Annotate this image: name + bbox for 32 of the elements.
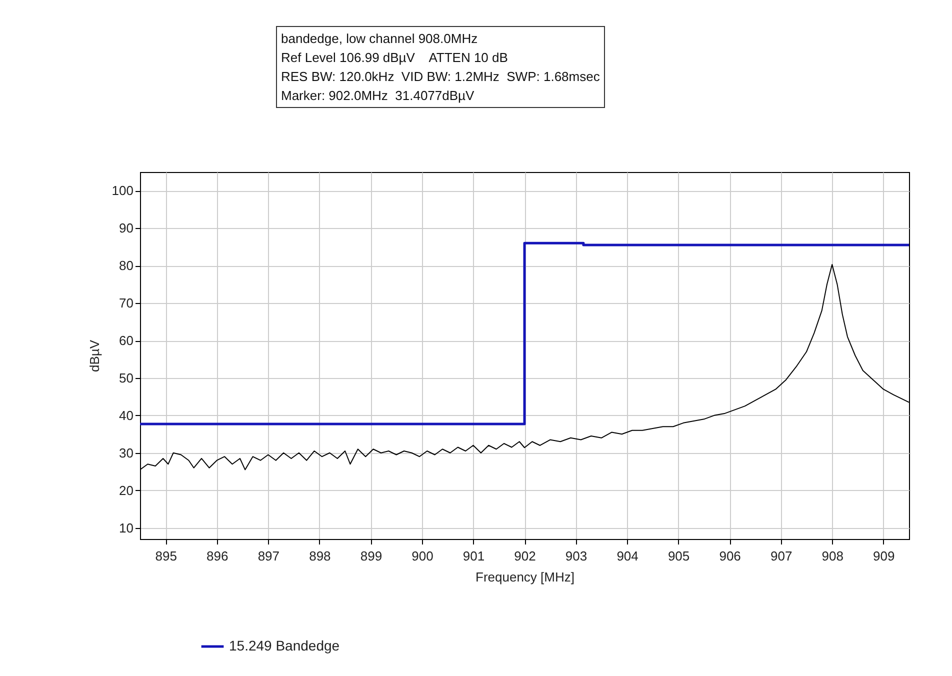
x-axis-title: Frequency [MHz] (476, 570, 574, 584)
x-tick-label: 901 (462, 548, 485, 564)
y-tick-label: 80 (119, 258, 134, 274)
x-tick-label: 909 (873, 548, 895, 564)
x-tick-label: 906 (719, 548, 741, 564)
text: Ref Level 106.99 dBµV ATTEN 10 dB (281, 49, 509, 67)
x-tick-label: 902 (514, 548, 536, 564)
y-tick-label: 10 (119, 520, 134, 536)
chart-title: bandedge, low channel 908.0MHz (281, 30, 479, 48)
y-tick-label: 100 (112, 183, 134, 198)
y-tick-label: 40 (119, 408, 134, 423)
x-tick-label: 900 (412, 548, 434, 564)
x-tick-label: 907 (770, 548, 792, 564)
text: Marker: 902.0MHz 31.4077dBµV (281, 87, 476, 105)
x-tick-label: 908 (822, 548, 844, 564)
y-tick-label: 90 (119, 220, 134, 236)
y-tick-label: 20 (119, 482, 134, 498)
x-tick-label: 899 (360, 548, 382, 564)
y-tick-label: 30 (119, 445, 134, 460)
x-tick-label: 904 (616, 548, 638, 564)
text: RES BW: 120.0kHz VID BW: 1.2MHz SWP: 1.68msec (281, 68, 600, 86)
x-tick-label: 897 (258, 548, 280, 564)
y-tick-label: 60 (119, 333, 134, 348)
y-tick-label: 50 (119, 370, 134, 386)
x-tick-label: 898 (309, 548, 331, 564)
y-axis-title: dBµV (86, 340, 102, 372)
x-tick-label: 896 (206, 548, 228, 564)
legend-label: 15.249 Bandedge (229, 638, 340, 654)
x-tick-label: 903 (565, 548, 588, 564)
x-tick-label: 895 (155, 548, 177, 564)
y-tick-label: 70 (119, 296, 134, 311)
x-tick-label: 905 (668, 548, 690, 564)
